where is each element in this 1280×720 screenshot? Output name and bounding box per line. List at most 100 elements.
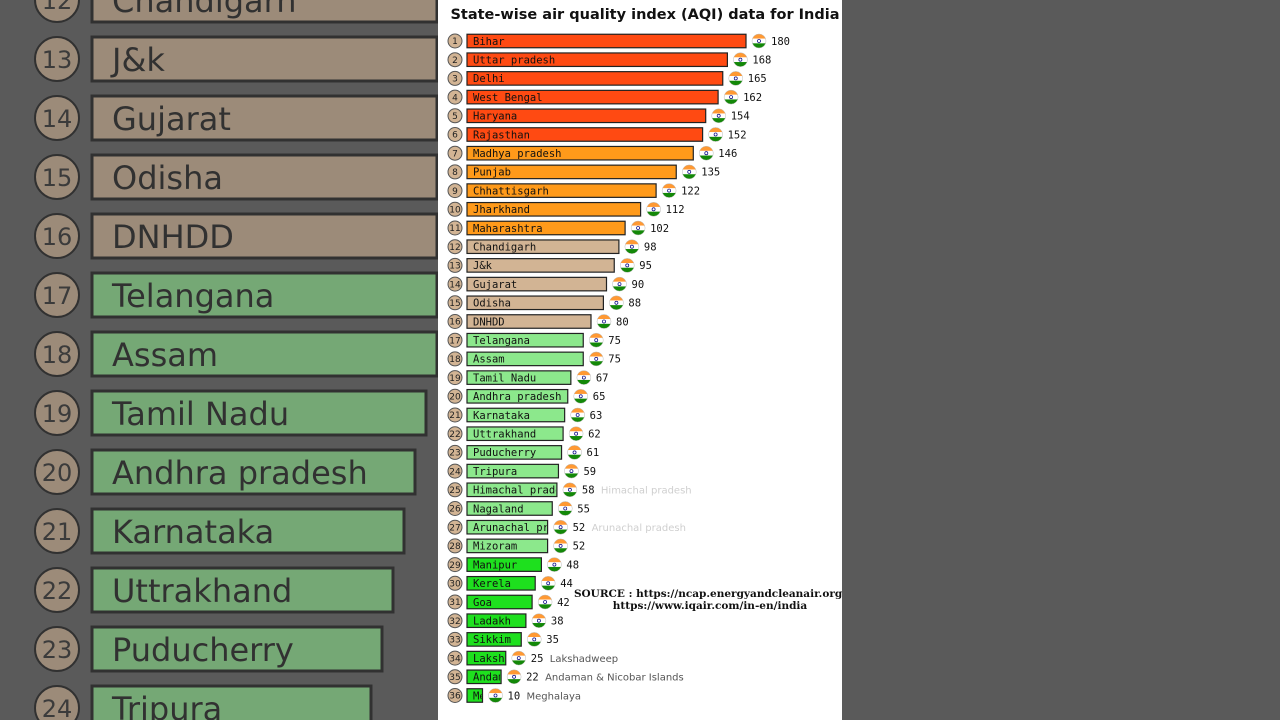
rank-number: 31 (449, 598, 460, 608)
background-rank-badge (34, 449, 80, 495)
bar-row: 6 Rajasthan 152 (447, 127, 747, 142)
india-flag-icon (624, 239, 640, 254)
bar-value: 168 (752, 55, 771, 67)
bar (466, 370, 572, 385)
bar-value: 146 (718, 148, 737, 160)
bar (466, 501, 553, 516)
bar-label: Ladakh (473, 616, 511, 628)
bar-value: 88 (628, 298, 641, 310)
background-rank-number: 16 (42, 223, 73, 251)
bar (466, 276, 608, 292)
background-rank-number: 23 (42, 636, 73, 664)
rank-badge (447, 519, 463, 535)
india-flag-icon (661, 183, 677, 198)
rank-badge (447, 145, 463, 161)
bar (466, 426, 564, 442)
bar-value: 75 (608, 335, 621, 347)
bar-label: Arunachal pradesh (473, 522, 580, 534)
rank-badge (447, 89, 463, 105)
india-flag-icon (567, 445, 582, 460)
bar-label: Telangana (473, 335, 530, 347)
background-bar (90, 153, 439, 201)
bar-row: 22 Uttrakhand 62 (447, 426, 601, 442)
background-bar (90, 0, 439, 24)
rank-badge (447, 164, 463, 180)
bar-row: 32 Ladakh 38 (447, 613, 564, 629)
rank-number: 36 (449, 692, 461, 702)
bar-row: 19 Tamil Nadu 67 (447, 370, 609, 386)
bar-value: 152 (728, 129, 747, 141)
rank-badge (447, 407, 463, 423)
india-flag-icon (553, 519, 568, 535)
india-flag-icon (646, 202, 661, 217)
bar-external-label: Meghalaya (527, 691, 582, 702)
bar-label: Punjab (473, 167, 511, 179)
background-bar-label: Uttrakhand (112, 572, 292, 610)
rank-badge (447, 482, 463, 498)
background-bar-label: Assam (112, 336, 218, 374)
background-rank-number: 21 (42, 518, 73, 546)
background-bar (90, 566, 395, 614)
bar-label: Madhya pradesh (473, 148, 562, 160)
source-line-1: SOURCE : https://ncap.energyandcleanair.… (574, 588, 842, 600)
rank-badge (447, 370, 463, 386)
rank-badge (447, 463, 463, 479)
aqi-bar-chart: State-wise air quality index (AQI) data … (447, 7, 842, 703)
background-row: 19 Tamil Nadu (34, 389, 428, 437)
background-rank-badge (34, 390, 80, 436)
bar-row: 1 Bihar 180 (447, 33, 790, 49)
bar-value: 65 (593, 391, 606, 403)
background-bar (90, 35, 439, 83)
bar (466, 89, 719, 105)
rank-number: 30 (449, 580, 461, 590)
background-rank-number: 17 (42, 282, 73, 310)
rank-number: 8 (452, 168, 458, 178)
rank-badge (447, 538, 463, 554)
bar (466, 164, 677, 180)
bar-value: 35 (546, 634, 559, 646)
bar-label: Chhattisgarh (473, 185, 549, 197)
rank-number: 6 (452, 131, 458, 141)
background-rank-badge (34, 626, 80, 672)
india-flag-icon (511, 650, 526, 666)
bar-row: 14 Gujarat 90 (447, 276, 645, 292)
bar-row: 29 Manipur 48 (447, 557, 579, 573)
bar-value: 135 (701, 167, 720, 179)
bar-value: 58 (582, 485, 595, 497)
india-flag-icon (564, 463, 579, 479)
bar (466, 613, 527, 629)
bar-row: 13 J&k 95 (447, 257, 652, 273)
rank-badge (447, 426, 463, 442)
bar-ghost-label: Arunachal pradesh (592, 523, 686, 534)
bar-value: 90 (632, 279, 645, 291)
background-bar-label: Telangana (111, 277, 274, 315)
bar (466, 594, 533, 610)
background-bar (90, 625, 384, 673)
india-flag-icon (589, 351, 604, 367)
background-bar-label: J&k (110, 41, 165, 79)
bar (466, 650, 507, 666)
rank-badge (447, 295, 463, 311)
india-flag-icon (699, 145, 714, 161)
bar-label: Jharkhand (473, 204, 530, 216)
background-rank-badge (34, 272, 80, 318)
india-flag-icon (488, 688, 503, 703)
rank-number: 18 (449, 355, 461, 365)
rank-number: 24 (449, 467, 461, 477)
bar-row: 30 Kerela 44 (447, 575, 573, 591)
india-flag-icon (682, 164, 697, 180)
rank-badge (447, 127, 463, 142)
rank-number: 12 (449, 243, 460, 253)
background-rank-badge (34, 0, 80, 23)
background-rank-number: 18 (42, 341, 73, 369)
india-flag-icon (573, 389, 588, 404)
bar-value: 10 (508, 690, 521, 702)
rank-badge (447, 444, 463, 460)
bar-value: 180 (771, 36, 790, 48)
background-rank-number: 14 (42, 105, 73, 133)
rank-badge (447, 501, 463, 516)
bar-value: 165 (748, 73, 767, 85)
india-flag-icon (708, 127, 723, 142)
bar-value: 38 (551, 616, 564, 628)
